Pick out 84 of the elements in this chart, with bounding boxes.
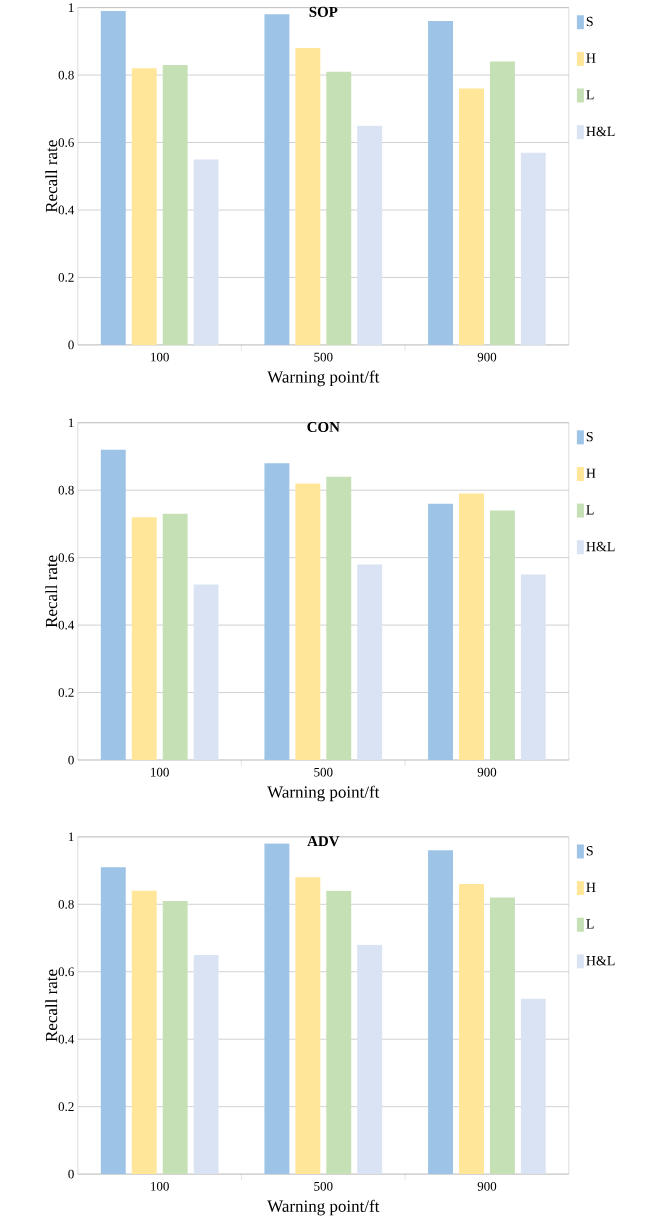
bar xyxy=(357,564,383,761)
bar xyxy=(264,14,290,345)
chart-title: SOP xyxy=(309,6,338,17)
y-tick-label: 0 xyxy=(68,340,75,350)
legend-label: H xyxy=(586,468,596,478)
bar xyxy=(428,21,454,345)
bar xyxy=(521,574,547,761)
y-axis-title: Recall rate xyxy=(45,969,58,1042)
bar xyxy=(162,64,188,345)
bar xyxy=(264,843,290,1175)
bar xyxy=(326,890,352,1175)
bar xyxy=(295,483,321,761)
bar xyxy=(490,510,516,761)
bar xyxy=(100,10,126,345)
bar xyxy=(521,152,547,345)
x-tick-label: 500 xyxy=(314,767,333,777)
y-tick-label: 0 xyxy=(68,1169,75,1179)
x-axis-title: Warning point/ft xyxy=(267,785,380,802)
y-tick-label: 1 xyxy=(69,418,74,428)
bar xyxy=(295,48,321,345)
legend-label: H xyxy=(586,882,596,892)
legend-label: L xyxy=(586,90,594,100)
y-tick-label: 1 xyxy=(69,3,74,12)
chart-title: ADV xyxy=(307,836,340,847)
x-tick-label: 900 xyxy=(477,1181,497,1191)
x-axis-title: Warning point/ft xyxy=(267,1199,380,1216)
legend-label: S xyxy=(587,16,593,27)
legend-label: H xyxy=(586,53,596,63)
y-tick-label: 0.6 xyxy=(58,138,75,147)
legend-label: H&L xyxy=(586,955,615,966)
bar xyxy=(193,584,219,761)
y-tick-label: 0.2 xyxy=(58,273,74,282)
bar xyxy=(131,890,157,1175)
y-tick-label: 0.8 xyxy=(58,485,75,495)
bar xyxy=(131,517,157,761)
bar xyxy=(162,513,188,761)
bar xyxy=(264,463,290,761)
x-tick-label: 500 xyxy=(314,352,333,362)
bar xyxy=(459,884,485,1175)
bar xyxy=(428,850,454,1175)
bar xyxy=(490,61,516,345)
legend-label: H&L xyxy=(586,541,615,552)
legend-label: S xyxy=(587,846,593,856)
bar xyxy=(357,125,383,345)
bar xyxy=(357,944,383,1175)
y-tick-label: 0.2 xyxy=(58,688,74,697)
y-tick-label: 0.6 xyxy=(58,967,75,977)
bar xyxy=(193,159,219,345)
bar xyxy=(295,877,321,1175)
bar xyxy=(100,867,126,1175)
legend-label: S xyxy=(587,431,593,442)
legend-label: L xyxy=(586,919,594,929)
chart-title: CON xyxy=(307,421,340,433)
bar xyxy=(521,998,547,1175)
x-tick-label: 900 xyxy=(477,352,497,362)
y-tick-label: 0.2 xyxy=(58,1102,74,1112)
bar xyxy=(490,897,516,1175)
bar xyxy=(162,900,188,1175)
x-tick-label: 900 xyxy=(477,767,497,777)
y-tick-label: 0 xyxy=(68,755,75,765)
y-tick-label: 0.8 xyxy=(58,899,75,909)
legend-label: H&L xyxy=(586,126,615,137)
y-tick-label: 0.8 xyxy=(58,70,75,80)
legend-label: L xyxy=(586,505,594,515)
bar xyxy=(193,954,219,1175)
y-axis-title: Recall rate xyxy=(45,555,58,628)
bar xyxy=(459,493,485,761)
x-tick-label: 500 xyxy=(314,1181,333,1191)
bar xyxy=(326,476,352,761)
x-tick-label: 100 xyxy=(151,767,170,777)
y-tick-label: 0.4 xyxy=(58,620,75,630)
x-tick-label: 100 xyxy=(151,352,170,362)
bar xyxy=(459,88,485,345)
x-axis-title: Warning point/ft xyxy=(267,370,380,387)
x-tick-label: 100 xyxy=(151,1181,170,1191)
bar xyxy=(131,68,157,345)
bar xyxy=(428,503,454,761)
y-tick-label: 0.4 xyxy=(58,1034,75,1044)
bar xyxy=(100,449,126,761)
y-tick-label: 0.4 xyxy=(58,205,75,215)
bar xyxy=(326,71,352,345)
y-axis-title: Recall rate xyxy=(45,140,58,213)
y-tick-label: 0.6 xyxy=(58,553,75,563)
y-tick-label: 1 xyxy=(69,832,74,842)
